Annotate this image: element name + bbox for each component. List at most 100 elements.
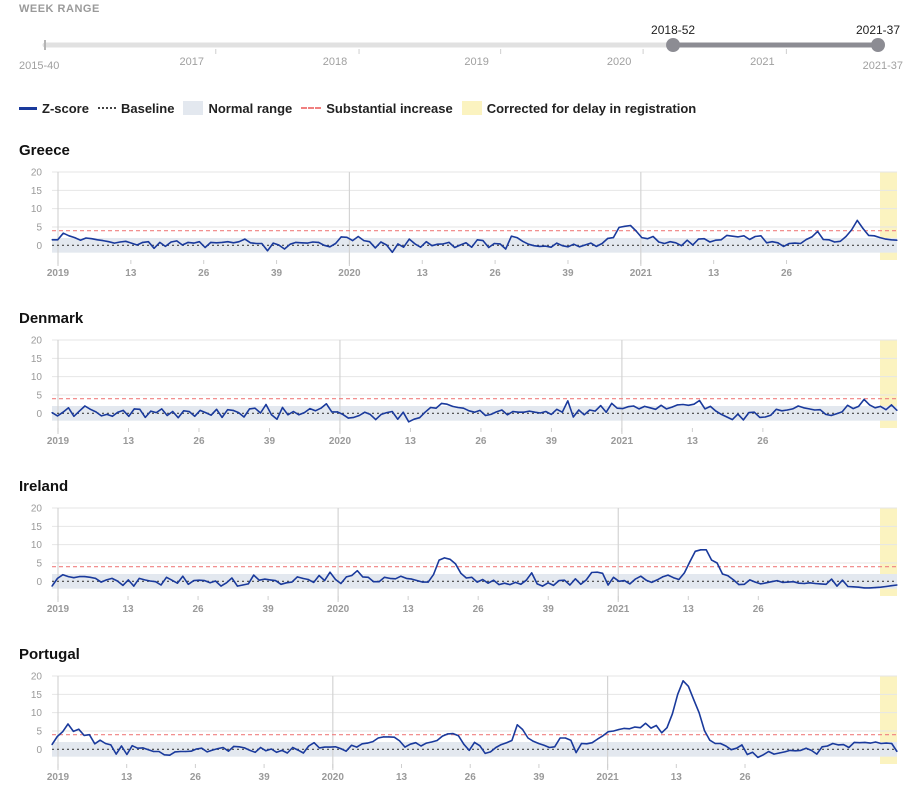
zscore-point — [345, 750, 347, 752]
zscore-point — [803, 582, 805, 585]
zscore-point — [308, 745, 310, 747]
zscore-point — [776, 580, 778, 582]
zscore-point — [313, 581, 315, 583]
zscore-point — [572, 416, 574, 418]
zscore-point — [104, 742, 107, 745]
slider-year-label: 2020 — [607, 56, 631, 68]
zscore-point — [298, 414, 300, 416]
zscore-point — [383, 576, 386, 578]
zscore-point — [380, 241, 382, 243]
zscore-point — [671, 406, 673, 408]
zscore-point — [329, 746, 331, 748]
zscore-point — [510, 235, 512, 237]
zscore-point — [88, 734, 90, 736]
zscore-point — [281, 749, 283, 751]
zscore-point — [558, 580, 560, 582]
zscore-point — [215, 242, 218, 244]
zscore-point — [700, 549, 702, 551]
zscore-point — [624, 225, 626, 227]
zscore-point — [711, 559, 713, 561]
zscore-point — [863, 398, 865, 400]
zscore-point — [198, 579, 200, 581]
zscore-point — [340, 582, 342, 585]
x-tick-label: 26 — [781, 268, 793, 279]
zscore-point — [51, 412, 53, 414]
x-tick-label: 2020 — [327, 604, 350, 615]
x-tick-label: 26 — [198, 268, 210, 279]
zscore-point — [845, 235, 847, 238]
legend-baseline: Baseline — [97, 101, 174, 116]
zscore-point — [198, 241, 200, 243]
zscore-point — [725, 745, 727, 747]
zscore-point — [96, 239, 98, 241]
zscore-point — [694, 550, 696, 552]
zscore-point — [880, 586, 882, 588]
zscore-point — [411, 578, 413, 580]
y-tick-label: 5 — [36, 727, 42, 738]
zscore-point — [536, 583, 538, 585]
zscore-point — [847, 585, 849, 588]
zscore-point — [243, 416, 245, 418]
zscore-point — [618, 728, 620, 731]
zscore-point — [269, 579, 271, 581]
zscore-point — [91, 238, 93, 240]
zscore-point — [193, 242, 195, 244]
week-range-slider-graphic[interactable]: 2015-40 2021-37 2017 2018 2019 2020 2021 2018-5… — [0, 18, 919, 78]
zscore-point — [265, 403, 267, 406]
zscore-point — [468, 410, 470, 412]
zscore-point — [317, 241, 320, 243]
zscore-point — [686, 239, 688, 241]
zscore-point — [468, 749, 470, 751]
slider-end-handle[interactable] — [871, 38, 885, 52]
zscore-point — [127, 579, 129, 581]
zscore-point — [115, 753, 117, 755]
zscore-point — [773, 753, 775, 755]
zscore-point — [329, 571, 331, 573]
zscore-point — [580, 583, 582, 585]
chart-panel-portugal: 0 5 10 15 20 2019 13 26 39 2020 13 26 39 2021 13 26 — [0, 669, 919, 794]
zscore-point — [602, 572, 604, 574]
zscore-point — [391, 251, 393, 253]
zscore-point — [591, 742, 593, 744]
x-tick-label: 13 — [122, 604, 134, 615]
zscore-point — [161, 408, 163, 410]
zscore-point — [323, 244, 325, 246]
zscore-point — [253, 574, 255, 576]
zscore-point — [542, 585, 544, 587]
zscore-point — [847, 404, 849, 406]
zscore-point — [754, 581, 756, 583]
zscore-point — [768, 750, 770, 753]
zscore-point — [645, 579, 647, 581]
zscore-point — [575, 752, 577, 754]
zscore-point — [386, 244, 388, 246]
zscore-point — [830, 414, 832, 417]
zscore-point — [731, 419, 734, 421]
zscore-point — [863, 587, 865, 589]
zscore-point — [743, 583, 746, 585]
zscore-point — [463, 743, 465, 745]
zscore-point — [548, 746, 551, 749]
zscore-point — [227, 241, 229, 243]
zscore-point — [506, 414, 508, 416]
x-tick-label: 2020 — [338, 268, 361, 279]
zscore-point — [170, 241, 172, 243]
zscore-point — [662, 576, 664, 578]
zscore-point — [347, 417, 349, 419]
zscore-point — [665, 408, 668, 410]
zscore-point — [74, 237, 76, 239]
zscore-point — [705, 549, 707, 551]
zscore-point — [890, 585, 893, 587]
zscore-point — [227, 409, 229, 411]
zscore-point — [313, 742, 315, 744]
zscore-point — [618, 226, 620, 228]
zscore-point — [244, 238, 246, 240]
week-range-slider[interactable]: 2015-40 2021-37 2017 2018 2019 2020 2021 2018-5… — [0, 18, 919, 78]
zscore-point — [272, 242, 274, 244]
zscore-point — [125, 240, 127, 242]
zscore-point — [650, 727, 652, 729]
zscore-point — [193, 580, 195, 582]
zscore-point — [342, 413, 344, 415]
slider-start-handle[interactable] — [666, 38, 681, 52]
zscore-point — [248, 408, 251, 410]
zscore-point — [369, 241, 371, 243]
